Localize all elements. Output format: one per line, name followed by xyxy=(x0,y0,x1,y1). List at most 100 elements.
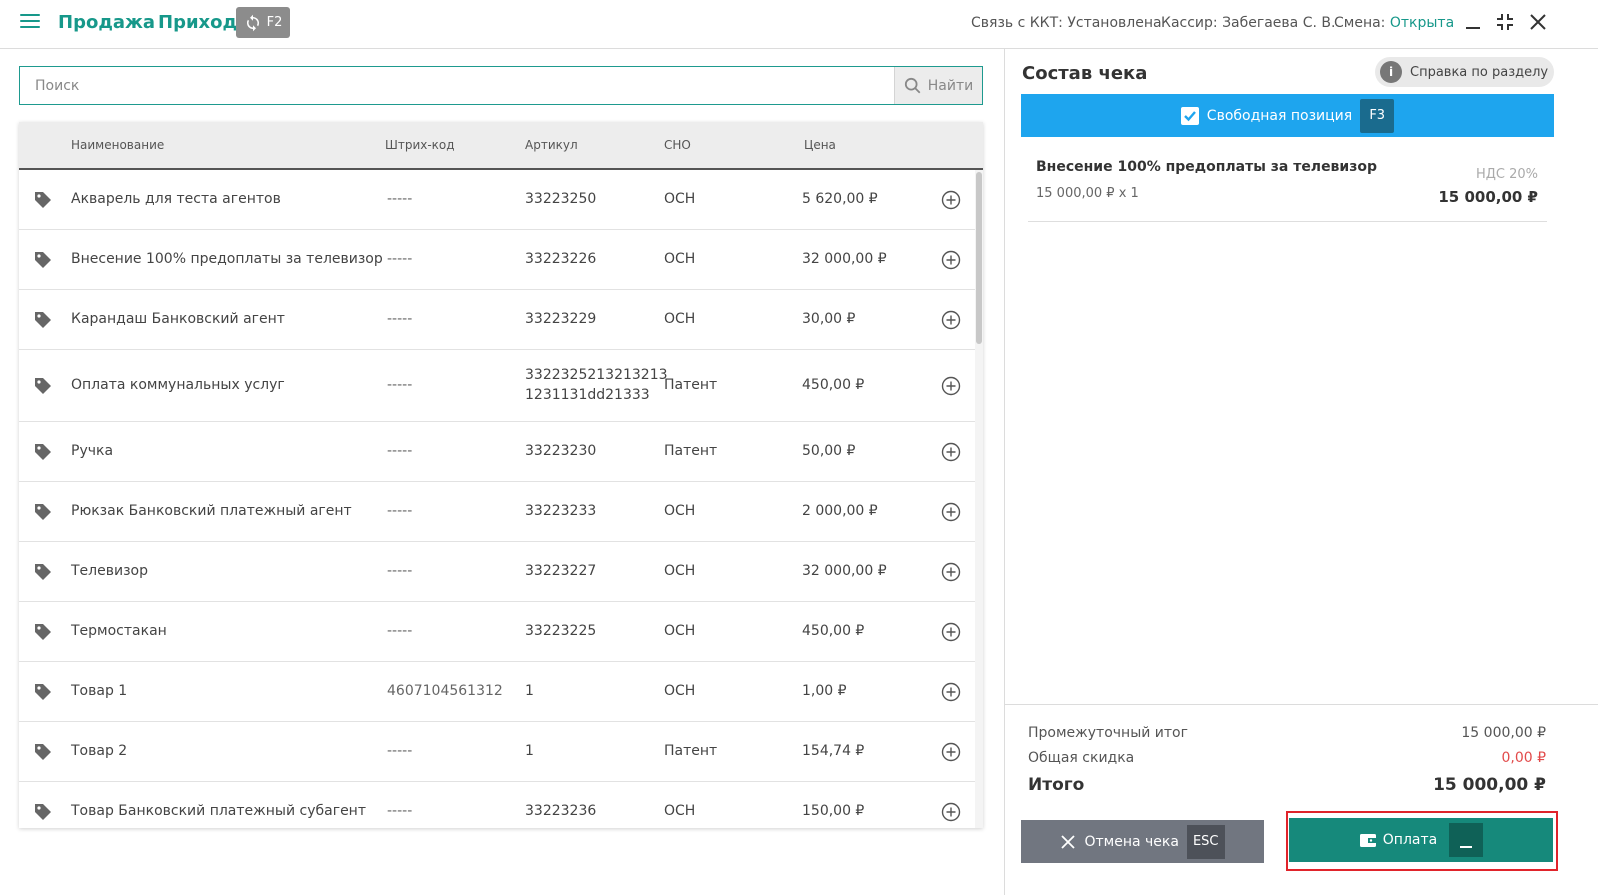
product-barcode: ----- xyxy=(387,251,413,267)
receipt-panel: Состав чека i Справка по разделу Свободн… xyxy=(1004,49,1598,895)
table-row[interactable]: Акварель для теста агентов ----- 33223250 О… xyxy=(19,170,975,230)
product-sno: Патент xyxy=(664,743,718,759)
wallet-icon xyxy=(1359,834,1376,847)
product-sno: ОСН xyxy=(664,803,696,819)
cancel-key: ESC xyxy=(1186,824,1225,859)
add-circle-icon[interactable] xyxy=(941,190,961,210)
column-price: Цена xyxy=(804,138,836,152)
product-article: 33223229 xyxy=(525,311,597,327)
total-value: 15 000,00 ₽ xyxy=(1433,775,1546,795)
close-icon xyxy=(1060,834,1075,849)
table-row[interactable]: Рюкзак Банковский платежный агент ----- 33… xyxy=(19,482,975,542)
table-row[interactable]: Внесение 100% предоплаты за телевизор ---… xyxy=(19,230,975,290)
add-circle-icon[interactable] xyxy=(941,562,961,582)
discount-value: 0,00 ₽ xyxy=(1501,750,1546,766)
column-sno: СНО xyxy=(664,138,691,152)
minimize-icon[interactable] xyxy=(1463,12,1483,32)
product-article: 1 xyxy=(525,743,534,759)
add-circle-icon[interactable] xyxy=(941,250,961,270)
table-row[interactable]: Телевизор ----- 33223227 ОСН 32 000,00 ₽ xyxy=(19,542,975,602)
table-row[interactable]: Карандаш Банковский агент ----- 33223229 ОС… xyxy=(19,290,975,350)
cashier-status: Кассир: Забегаева С. В. xyxy=(1161,15,1336,31)
product-article: 33223236 xyxy=(525,803,597,819)
product-name: Товар 2 xyxy=(71,743,128,759)
pay-key-badge xyxy=(1449,823,1484,857)
cancel-receipt-button[interactable]: Отмена чека ESC xyxy=(1021,820,1264,863)
add-circle-icon[interactable] xyxy=(941,310,961,330)
search-input[interactable] xyxy=(20,67,895,104)
shift-value: Открыта xyxy=(1389,15,1455,31)
table-row[interactable]: Товар 2 ----- 1 Патент 154,74 ₽ xyxy=(19,722,975,782)
totals-section: Промежуточный итог 15 000,00 ₽ Общая ски… xyxy=(1005,704,1598,895)
product-sno: Патент xyxy=(664,443,718,459)
column-barcode: Штрих-код xyxy=(385,138,455,152)
tag-icon xyxy=(35,252,51,268)
table-row[interactable]: Ручка ----- 33223230 Патент 50,00 ₽ xyxy=(19,422,975,482)
product-price: 2 000,00 ₽ xyxy=(802,503,878,519)
product-barcode: ----- xyxy=(387,311,413,327)
add-circle-icon[interactable] xyxy=(941,682,961,702)
page-title: Продажа xyxy=(58,12,156,33)
tag-icon xyxy=(35,504,51,520)
product-price: 50,00 ₽ xyxy=(802,443,856,459)
tag-icon xyxy=(35,378,51,394)
table-row[interactable]: Оплата коммунальных услуг ----- 3322325213… xyxy=(19,350,975,422)
column-name: Наименование xyxy=(71,138,165,152)
receipt-item-vat: НДС 20% xyxy=(1475,167,1538,182)
products-table: Наименование Штрих-код Артикул СНО Цена … xyxy=(19,122,983,828)
table-scrollbar[interactable] xyxy=(975,170,983,828)
add-circle-icon[interactable] xyxy=(941,502,961,522)
table-row[interactable]: Термостакан ----- 33223225 ОСН 450,00 ₽ xyxy=(19,602,975,662)
product-price: 150,00 ₽ xyxy=(802,803,865,819)
product-barcode: ----- xyxy=(387,803,413,819)
product-name: Товар Банковский платежный субагент xyxy=(71,803,366,819)
help-label: Справка по разделу xyxy=(1410,64,1549,80)
scrollbar-thumb[interactable] xyxy=(976,172,982,344)
search-button[interactable]: Найти xyxy=(894,67,982,104)
product-sno: ОСН xyxy=(664,311,696,327)
total-label: Итого xyxy=(1028,775,1085,795)
receipt-item-total: 15 000,00 ₽ xyxy=(1438,188,1538,206)
table-body: Акварель для теста агентов ----- 33223250 О… xyxy=(19,170,975,828)
receipt-title: Состав чека xyxy=(1022,63,1148,84)
product-barcode: ----- xyxy=(387,563,413,579)
pay-highlight-frame xyxy=(1286,811,1558,871)
add-circle-icon[interactable] xyxy=(941,376,961,396)
add-circle-icon[interactable] xyxy=(941,742,961,762)
tag-icon xyxy=(35,564,51,580)
close-icon[interactable] xyxy=(1528,12,1548,32)
add-circle-icon[interactable] xyxy=(941,622,961,642)
table-header: Наименование Штрих-код Артикул СНО Цена xyxy=(19,122,983,170)
product-article: 33223233 xyxy=(525,503,597,519)
product-sno: ОСН xyxy=(664,503,696,519)
add-circle-icon[interactable] xyxy=(941,442,961,462)
product-price: 1,00 ₽ xyxy=(802,683,847,699)
add-circle-icon[interactable] xyxy=(941,802,961,822)
product-name: Рюкзак Банковский платежный агент xyxy=(71,503,352,519)
free-position-button[interactable]: Свободная позиция F3 xyxy=(1021,94,1554,137)
tag-icon xyxy=(35,744,51,760)
product-barcode: ----- xyxy=(387,377,413,393)
product-name: Карандаш Банковский агент xyxy=(71,311,285,327)
tag-icon xyxy=(35,684,51,700)
product-name: Термостакан xyxy=(71,623,167,639)
menu-icon[interactable] xyxy=(20,14,40,30)
switch-operation-button[interactable]: F2 xyxy=(236,7,290,38)
product-article: 33223227 xyxy=(525,563,597,579)
product-barcode: 4607104561312 xyxy=(387,683,503,699)
help-button[interactable]: i Справка по разделу xyxy=(1375,57,1554,87)
pay-button[interactable]: Оплата xyxy=(1289,818,1553,862)
product-barcode: ----- xyxy=(387,503,413,519)
receipt-item[interactable]: Внесение 100% предоплаты за телевизор 15… xyxy=(1028,149,1547,222)
collapse-icon[interactable] xyxy=(1495,12,1515,32)
operation-type[interactable]: Приход xyxy=(158,12,238,33)
product-name: Ручка xyxy=(71,443,114,459)
search-icon xyxy=(904,77,921,93)
info-icon: i xyxy=(1380,61,1402,83)
product-price: 450,00 ₽ xyxy=(802,377,865,393)
table-row[interactable]: Товар Банковский платежный субагент -----… xyxy=(19,782,975,828)
product-barcode: ----- xyxy=(387,623,413,639)
product-article: 33223230 xyxy=(525,443,597,459)
table-row[interactable]: Товар 1 4607104561312 1 ОСН 1,00 ₽ xyxy=(19,662,975,722)
product-price: 32 000,00 ₽ xyxy=(802,251,887,267)
